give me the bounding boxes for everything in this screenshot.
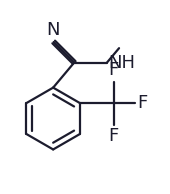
Text: F: F bbox=[108, 61, 119, 79]
Text: N: N bbox=[46, 21, 59, 39]
Text: F: F bbox=[108, 127, 119, 145]
Text: F: F bbox=[137, 94, 148, 112]
Text: NH: NH bbox=[108, 54, 135, 72]
